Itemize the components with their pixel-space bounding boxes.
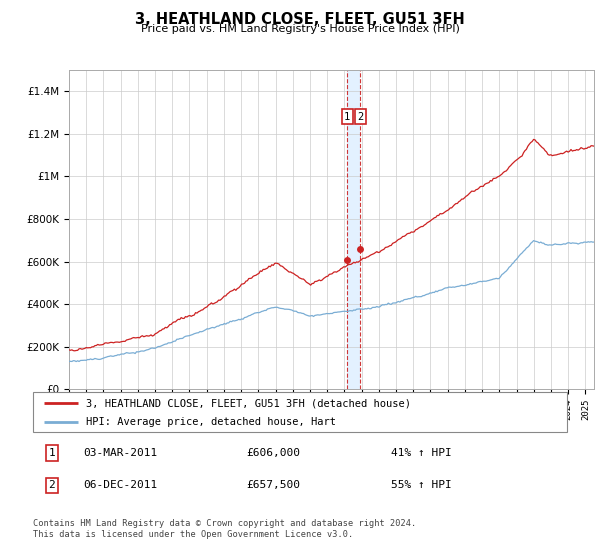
Text: Contains HM Land Registry data © Crown copyright and database right 2024.
This d: Contains HM Land Registry data © Crown c… xyxy=(33,519,416,539)
Text: 2: 2 xyxy=(357,112,364,122)
FancyBboxPatch shape xyxy=(33,392,567,432)
Text: 06-DEC-2011: 06-DEC-2011 xyxy=(84,480,158,491)
Text: 2: 2 xyxy=(49,480,55,491)
Text: £657,500: £657,500 xyxy=(247,480,301,491)
Text: 1: 1 xyxy=(344,112,350,122)
Text: 55% ↑ HPI: 55% ↑ HPI xyxy=(391,480,452,491)
Text: 03-MAR-2011: 03-MAR-2011 xyxy=(84,448,158,458)
Text: 1: 1 xyxy=(49,448,55,458)
Text: 41% ↑ HPI: 41% ↑ HPI xyxy=(391,448,452,458)
Text: 3, HEATHLAND CLOSE, FLEET, GU51 3FH (detached house): 3, HEATHLAND CLOSE, FLEET, GU51 3FH (det… xyxy=(86,398,412,408)
Text: Price paid vs. HM Land Registry's House Price Index (HPI): Price paid vs. HM Land Registry's House … xyxy=(140,24,460,34)
Text: 3, HEATHLAND CLOSE, FLEET, GU51 3FH: 3, HEATHLAND CLOSE, FLEET, GU51 3FH xyxy=(135,12,465,27)
Text: £606,000: £606,000 xyxy=(247,448,301,458)
Bar xyxy=(347,70,360,389)
Text: HPI: Average price, detached house, Hart: HPI: Average price, detached house, Hart xyxy=(86,417,337,427)
